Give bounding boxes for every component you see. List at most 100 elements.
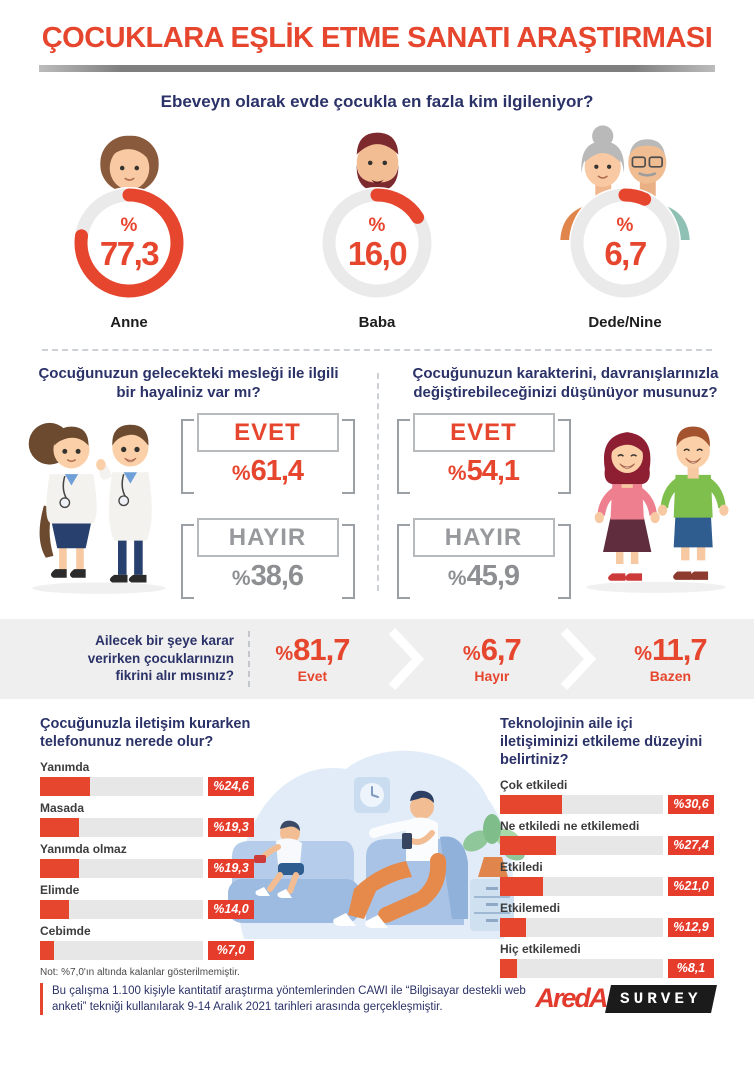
hayir-box: HAYIR <box>196 517 339 557</box>
decision-band: Ailecek bir şeye karar verirken çocuklar… <box>0 618 754 699</box>
bar-value-badge: %14,0 <box>208 899 254 919</box>
bar-track <box>40 899 203 919</box>
bar-track <box>40 776 203 796</box>
donut-dede-nine: % 6,7 <box>562 180 688 306</box>
chevron-right-icon <box>388 627 425 690</box>
percent-sign: % <box>462 642 481 665</box>
bar-value-badge: %21,0 <box>668 876 714 896</box>
kids-illustration <box>585 426 728 593</box>
bar-row: Çok etkiledi %30,6 <box>500 778 714 814</box>
band-stat-hayir: %6,7 Hayır <box>462 631 522 684</box>
chart-phone-location: Çocuğunuzla iletişim kurarken telefonunu… <box>40 715 254 978</box>
question-caregiver: Ebeveyn olarak evde çocukla en fazla kim… <box>160 92 594 111</box>
bar-track <box>40 940 203 960</box>
donut-col-dede-nine: % 6,7 Dede/Nine <box>527 118 723 331</box>
logo-survey-box: SURVEY <box>605 984 717 1013</box>
bar-track <box>500 876 663 896</box>
bar-track <box>40 858 203 878</box>
bar-row: Yanımda olmaz %19,3 <box>40 842 254 878</box>
donut-col-baba: % 16,0 Baba <box>279 118 475 331</box>
bar-row: Ne etkiledi ne etkilemedi %27,4 <box>500 819 714 855</box>
percent-sign: % <box>634 642 652 665</box>
bar-fill <box>40 817 80 837</box>
chevron-right-icon <box>560 627 596 690</box>
bar-track <box>500 794 663 814</box>
doctor-kids-illustration <box>28 422 165 594</box>
donut-anne: % 77,3 <box>66 180 192 306</box>
bar-row: Elimde %14,0 <box>40 883 254 919</box>
percent-sign: % <box>616 215 634 236</box>
horizontal-dashed-divider <box>42 349 712 351</box>
bar-fill <box>40 858 80 878</box>
methodology-note: Bu çalışma 1.100 kişiyle kantitatif araş… <box>40 982 532 1015</box>
yes-no-section: Çocuğunuzun gelecekteki mesleği ile ilgi… <box>0 365 754 599</box>
bar-fill <box>500 876 543 896</box>
question-character: Çocuğunuzun karakterini, davranışlarınız… <box>412 365 719 401</box>
bar-value-badge: %8,1 <box>668 958 714 978</box>
bar-track <box>40 817 203 837</box>
band-dashed-divider <box>248 630 250 687</box>
bar-fill <box>40 899 69 919</box>
bar-fill <box>500 917 527 937</box>
donut-baba-value: % 16,0 <box>347 215 408 272</box>
chart-footnote: Not: %7,0'ın altında kalanlar gösterilme… <box>40 966 240 978</box>
chart-technology-effect: Teknolojinin aile içi iletişiminizi etki… <box>500 715 714 983</box>
bar-row: Masada %19,3 <box>40 801 254 837</box>
donut-label-dede-nine: Dede/Nine <box>588 314 662 331</box>
donut-baba: % 16,0 <box>314 180 440 306</box>
percent-sign: % <box>120 215 138 236</box>
hayir-box: HAYIR <box>412 517 555 557</box>
logo-wordmark: AredA <box>535 983 608 1014</box>
percent-sign: % <box>447 566 467 590</box>
header: ÇOCUKLARA EŞLİK ETME SANATI ARAŞTIRMASI <box>0 0 754 72</box>
question-profession-block: Çocuğunuzun gelecekteki mesleği ile ilgi… <box>0 365 377 599</box>
donut-anne-value: % 77,3 <box>99 215 160 272</box>
footer: Bu çalışma 1.100 kişiyle kantitatif araş… <box>0 982 754 1015</box>
chart-right-title: Teknolojinin aile içi iletişiminizi etki… <box>500 715 703 768</box>
donut-dede-nine-value: % 6,7 <box>604 215 647 272</box>
evet-box: EVET <box>412 412 555 452</box>
donut-label-anne: Anne <box>110 314 148 331</box>
bar-value-badge: %24,6 <box>208 776 254 796</box>
percent-sign: % <box>447 461 467 485</box>
bar-fill <box>500 958 517 978</box>
title-underline-bar <box>39 65 715 72</box>
answer-hayir-q2: HAYIR %38,6 <box>180 517 355 599</box>
bottom-charts-section: Çocuğunuzla iletişim kurarken telefonunu… <box>0 715 754 978</box>
bar-value-badge: %27,4 <box>668 835 714 855</box>
percent-sign: % <box>368 215 386 236</box>
percent-sign: % <box>231 566 251 590</box>
donut-label-baba: Baba <box>358 314 396 331</box>
bar-row: Hiç etkilemedi %8,1 <box>500 942 714 978</box>
answer-evet-q2: EVET %61,4 <box>180 412 355 494</box>
bar-track <box>500 958 663 978</box>
bar-value-badge: %19,3 <box>208 858 254 878</box>
bar-fill <box>500 835 556 855</box>
bar-row: Etkilemedi %12,9 <box>500 901 714 937</box>
vertical-dashed-divider <box>377 373 379 591</box>
question-character-block: Çocuğunuzun karakterini, davranışlarınız… <box>377 365 754 599</box>
evet-box: EVET <box>196 412 339 452</box>
percent-sign: % <box>231 461 251 485</box>
bar-track <box>500 917 663 937</box>
page-title: ÇOCUKLARA EŞLİK ETME SANATI ARAŞTIRMASI <box>41 22 713 54</box>
bar-fill <box>500 794 563 814</box>
question-profession: Çocuğunuzun gelecekteki mesleği ile ilgi… <box>38 365 339 401</box>
donut-chart-row: % 77,3 Anne <box>0 118 754 331</box>
percent-sign: % <box>275 642 294 665</box>
bar-fill <box>40 940 55 960</box>
bar-row: Cebimde %7,0 <box>40 924 254 960</box>
band-stat-bazen: %11,7 Bazen <box>634 631 707 684</box>
band-question: Ailecek bir şeye karar verirken çocuklar… <box>87 633 234 684</box>
bar-value-badge: %30,6 <box>668 794 714 814</box>
bar-value-badge: %12,9 <box>668 917 714 937</box>
answer-hayir-q3: HAYIR %45,9 <box>396 517 571 599</box>
bar-row: Yanımda %24,6 <box>40 760 254 796</box>
bar-fill <box>40 776 91 796</box>
bar-value-badge: %7,0 <box>208 940 254 960</box>
donut-col-anne: % 77,3 Anne <box>31 118 227 331</box>
band-stat-evet: %81,7 Evet <box>275 631 350 684</box>
bar-row: Etkiledi %21,0 <box>500 860 714 896</box>
areda-survey-logo: AredA SURVEY <box>535 983 717 1014</box>
